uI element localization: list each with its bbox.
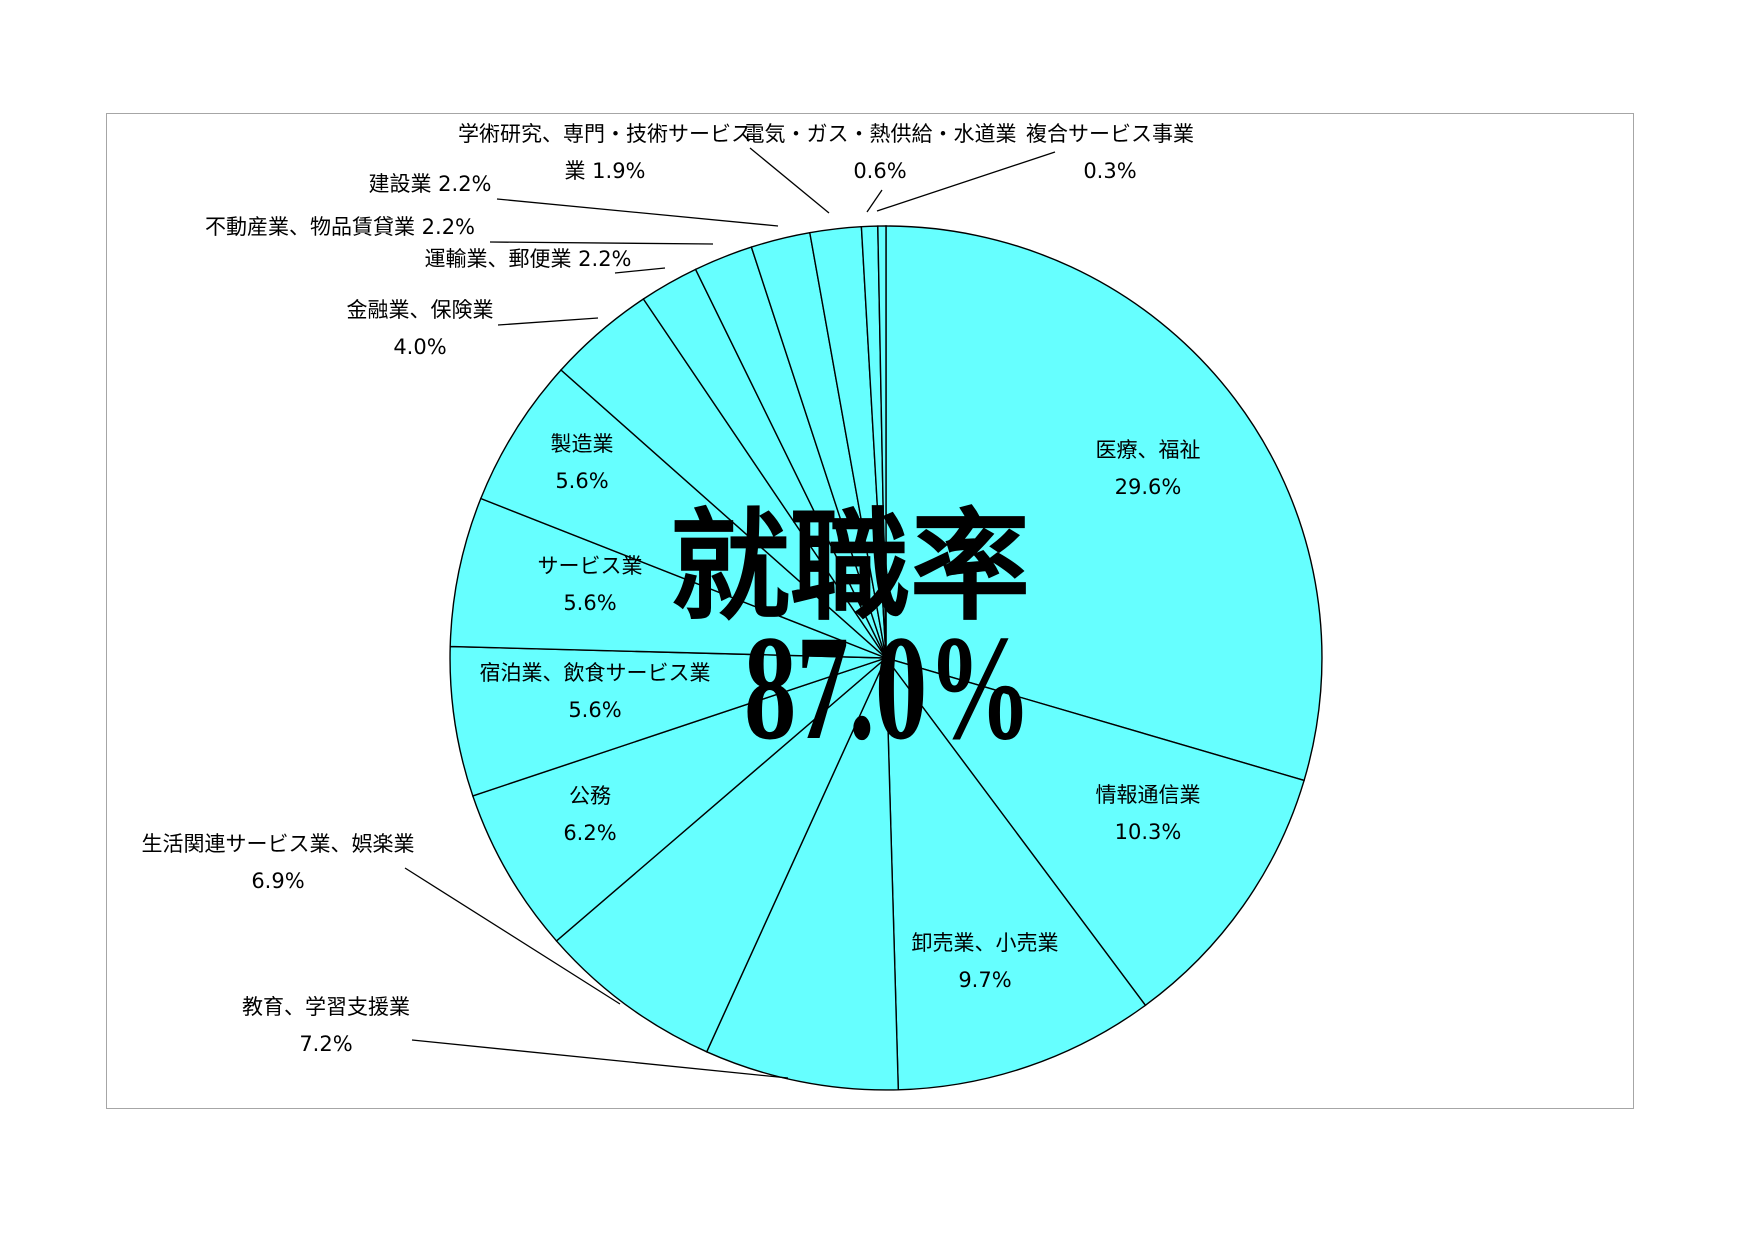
- slice-label-line: 宿泊業、飲食サービス業: [480, 661, 711, 685]
- slice-label: 建設業 2.2%: [368, 172, 491, 196]
- pie-slice: [479, 369, 887, 659]
- slice-label-line: 29.6%: [1115, 475, 1182, 499]
- slice-label-line: 医療、福祉: [1096, 438, 1201, 462]
- slice-label: 電気・ガス・熱供給・水道業 0.6%: [744, 122, 1017, 183]
- leader-line: [489, 241, 714, 245]
- slice-label: 運輸業、郵便業 2.2%: [424, 247, 631, 271]
- slice-label: 不動産業、物品賃貸業 2.2%: [205, 215, 475, 239]
- slice-label-line: 情報通信業: [1096, 783, 1201, 807]
- slice-label-line: 教育、学習支援業: [242, 995, 410, 1019]
- slice-label: 複合サービス事業 0.3%: [1026, 122, 1194, 183]
- slices-layer: [449, 225, 1323, 1091]
- slice-label-line: 卸売業、小売業: [912, 931, 1059, 955]
- slice-label-line: 6.9%: [251, 869, 304, 893]
- chart-frame: [106, 113, 1634, 1109]
- slice-label-line: 5.6%: [568, 698, 621, 722]
- slice-label: 金融業、保険業 4.0%: [347, 298, 494, 359]
- leader-line: [749, 147, 830, 214]
- slice-label-line: 製造業: [551, 432, 614, 456]
- slice-label: 生活関連サービス業、娯楽業 6.9%: [142, 832, 415, 893]
- slice-label-line: 7.2%: [299, 1032, 352, 1056]
- slice-label-line: 5.6%: [555, 469, 608, 493]
- pie-slice: [885, 225, 1323, 782]
- slice-label-line: 学術研究、専門・技術サービス: [458, 122, 752, 146]
- slice-label-line: 不動産業、物品賃貸業 2.2%: [205, 215, 475, 239]
- leader-line: [496, 198, 779, 227]
- slice-label-line: 9.7%: [958, 968, 1011, 992]
- slice-label: 卸売業、小売業 9.7%: [912, 931, 1059, 992]
- slice-label: 教育、学習支援業 7.2%: [242, 995, 410, 1056]
- slice-label: 宿泊業、飲食サービス業 5.6%: [480, 661, 711, 722]
- slice-label-line: 金融業、保険業: [347, 298, 494, 322]
- slice-label-line: 公務: [569, 784, 611, 808]
- slice-label-line: 建設業 2.2%: [368, 172, 491, 196]
- leader-line: [876, 151, 1056, 212]
- pie-slice: [884, 656, 1305, 1007]
- leader-line: [404, 867, 621, 1005]
- pie-slice: [705, 657, 900, 1091]
- pie-slice: [555, 657, 887, 1053]
- slice-label-line: 生活関連サービス業、娯楽業: [142, 832, 415, 856]
- slice-label: サービス業 5.6%: [538, 554, 643, 615]
- slice-label-line: 6.2%: [563, 821, 616, 845]
- slice-label: 製造業 5.6%: [551, 432, 614, 493]
- leader-lines: [404, 147, 1056, 1079]
- employment-rate-title: 就職率: [670, 498, 1030, 637]
- pie-slice: [449, 645, 887, 797]
- leader-line: [497, 317, 599, 326]
- slice-label: 学術研究、専門・技術サービス業 1.9%: [458, 122, 752, 183]
- slice-labels: 医療、福祉 29.6% 情報通信業 10.3% 卸売業、小売業 9.7% 教育、学習支援業 7…: [142, 122, 1201, 1056]
- pie-slice: [449, 497, 887, 659]
- leader-line: [411, 1039, 789, 1079]
- slice-label-line: 10.3%: [1115, 820, 1182, 844]
- slice-label-line: 電気・ガス・熱供給・水道業: [744, 122, 1017, 146]
- leader-line: [614, 267, 666, 274]
- slice-label-line: 0.3%: [1083, 159, 1136, 183]
- slice-label: 公務 6.2%: [563, 784, 616, 845]
- slice-label-line: 0.6%: [853, 159, 906, 183]
- slice-label: 医療、福祉 29.6%: [1096, 438, 1201, 499]
- pie-slice: [471, 657, 887, 942]
- slice-label-line: 複合サービス事業: [1026, 122, 1194, 146]
- slice-label-line: 運輸業、郵便業 2.2%: [424, 247, 631, 271]
- slice-label-line: 業 1.9%: [564, 159, 645, 183]
- slice-label: 情報通信業 10.3%: [1096, 783, 1201, 844]
- employment-rate-value: 87.0%: [744, 605, 1032, 771]
- slice-label-line: 5.6%: [563, 591, 616, 615]
- pie-slice: [877, 225, 887, 659]
- slice-label-line: サービス業: [538, 554, 643, 578]
- pie-slice: [885, 655, 1147, 1091]
- leader-line: [866, 189, 883, 213]
- slice-label-line: 4.0%: [393, 335, 446, 359]
